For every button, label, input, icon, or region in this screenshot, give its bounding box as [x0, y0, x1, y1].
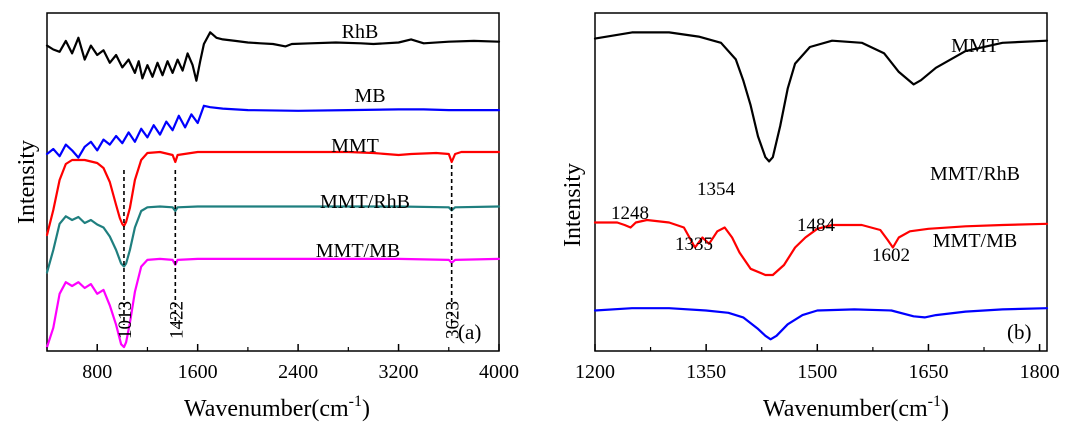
annotation-label: 1354 [697, 179, 736, 200]
x-tick-label: 1650 [908, 361, 948, 383]
x-tick-label: 800 [82, 361, 112, 383]
annotation-label: 1335 [675, 234, 713, 255]
series-line-mmt [593, 31, 1049, 163]
annotation-label: 1422 [166, 301, 187, 339]
x-tick-label: 1600 [178, 361, 218, 383]
series-label-mmt-mb: MMT/MB [316, 240, 400, 262]
series-lines-b [593, 31, 1049, 341]
plot-frame-b [594, 12, 1048, 352]
annotations-b: 1248 1335 1354 1484 1602 [611, 179, 910, 266]
series-line-mmt-mb [593, 307, 1049, 341]
y-axis-title-b: Intensity [560, 163, 586, 247]
series-line-mmt-rhb [45, 205, 501, 274]
x-tick-label: 1800 [1020, 361, 1060, 383]
series-line-mmt-mb [45, 257, 501, 349]
series-line-mmt-rhb [593, 218, 1049, 277]
panel-a: 1013 1422 3623 800 1600 2400 3200 4000 RhB MB MM… [14, 12, 519, 422]
series-label-mb: MB [354, 85, 385, 107]
y-axis-title-a: Intensity [14, 140, 40, 224]
series-line-mb [45, 104, 501, 159]
x-tick-label: 1500 [797, 361, 837, 383]
annotation-label: 1602 [872, 245, 910, 266]
series-labels-a: RhB MB MMT MMT/RhB MMT/MB [316, 21, 410, 262]
panel-b: 1248 1335 1354 1484 1602 1200 1350 1500 1650 180… [560, 12, 1060, 422]
series-label-mmt: MMT [951, 35, 999, 57]
annotation-label: 1248 [611, 203, 649, 224]
series-labels-b: MMT MMT/RhB MMT/MB [930, 35, 1020, 252]
annotation-label: 1484 [797, 215, 836, 236]
annotation-label: 3623 [443, 301, 464, 339]
plot-frame-a [46, 12, 500, 352]
x-axis-title-a: Wavenumber(cm-1) [184, 393, 370, 422]
x-ticks-a: 800 1600 2400 3200 4000 [46, 344, 519, 383]
series-label-mmt-mb: MMT/MB [933, 230, 1017, 252]
x-tick-label: 1350 [686, 361, 726, 383]
x-axis-title-b: Wavenumber(cm-1) [763, 393, 949, 422]
series-label-mmt: MMT [331, 135, 379, 157]
x-tick-label: 1200 [575, 361, 615, 383]
series-label-mmt-rhb: MMT/RhB [930, 163, 1020, 185]
panel-tag-a: (a) [458, 320, 481, 344]
x-tick-label: 3200 [379, 361, 419, 383]
annotation-label: 1013 [115, 301, 136, 339]
series-line-mmt [45, 150, 501, 237]
x-tick-label: 4000 [479, 361, 519, 383]
series-label-rhb: RhB [342, 21, 379, 43]
panel-tag-b: (b) [1007, 320, 1032, 344]
x-ticks-b: 1200 1350 1500 1650 1800 [575, 344, 1060, 383]
x-tick-label: 2400 [278, 361, 318, 383]
series-lines-a [45, 31, 501, 349]
annotations-a: 1013 1422 3623 [115, 165, 464, 339]
series-line-rhb [45, 31, 501, 82]
series-label-mmt-rhb: MMT/RhB [320, 191, 410, 213]
